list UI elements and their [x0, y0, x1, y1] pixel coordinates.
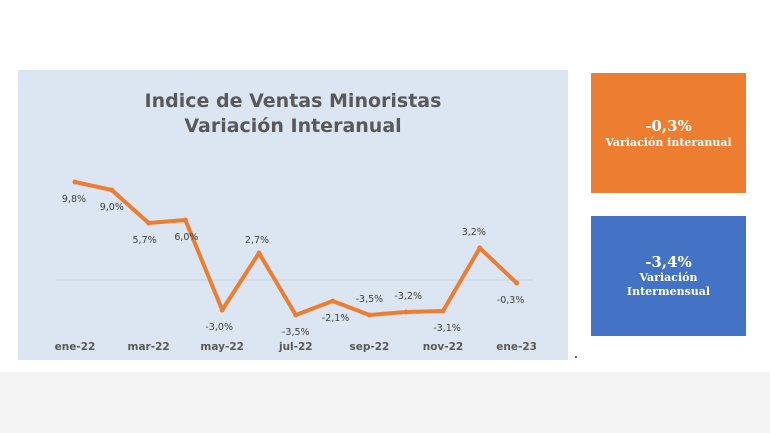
kpi-intermensual-card: -3,4% Variación Intermensual: [591, 216, 746, 336]
retail-sales-chart: Indice de Ventas Minoristas Variación In…: [18, 70, 568, 360]
chart-plot-area: 9,8% 9,0% 5,7% 6,0% -3,0% 2,7% -3,5% -2,1% -3,5%…: [55, 179, 537, 353]
data-point: [72, 179, 78, 185]
series-line: [73, 180, 519, 317]
page-bottom-band: [0, 372, 770, 433]
data-point: [440, 308, 446, 314]
data-label: -3,0%: [205, 322, 233, 333]
kpi-intermensual-label-line2: Intermensual: [626, 285, 711, 298]
data-point: [514, 280, 520, 286]
data-point: [366, 312, 372, 318]
data-label: -3,5%: [282, 327, 310, 338]
chart-title: Indice de Ventas Minoristas: [144, 90, 442, 112]
data-point: [146, 220, 152, 226]
x-tick-label: ene-23: [496, 341, 537, 353]
data-label: -2,1%: [322, 313, 350, 324]
x-tick-label: jul-22: [278, 341, 313, 353]
decorative-dot: [575, 356, 577, 358]
kpi-interanual-card: -0,3% Variación interanual: [591, 73, 746, 193]
x-tick-label: nov-22: [423, 341, 464, 353]
kpi-interanual-label: Variación interanual: [605, 135, 732, 149]
kpi-intermensual-value: -3,4%: [645, 253, 692, 271]
data-point: [256, 250, 262, 256]
data-point: [330, 298, 336, 304]
data-point: [403, 309, 409, 315]
data-label: 2,7%: [245, 235, 269, 246]
data-point: [182, 217, 188, 223]
x-tick-label: mar-22: [128, 341, 170, 353]
data-point: [293, 312, 299, 318]
data-point: [109, 187, 115, 193]
page-top-band: [0, 0, 770, 60]
data-label: -3,2%: [394, 291, 422, 302]
chart-subtitle: Variación Interanual: [184, 115, 402, 137]
data-point: [477, 245, 483, 251]
data-label: 3,2%: [462, 227, 486, 238]
x-tick-label: ene-22: [55, 341, 96, 353]
x-tick-label: sep-22: [349, 341, 389, 353]
data-label: 5,7%: [133, 235, 157, 246]
data-label: 6,0%: [174, 232, 198, 243]
kpi-interanual-value: -0,3%: [645, 116, 692, 135]
data-point: [219, 307, 225, 313]
data-label: 9,8%: [62, 194, 86, 205]
x-tick-label: may-22: [200, 341, 244, 353]
kpi-intermensual-label-line1: Variación: [639, 271, 698, 284]
data-label: -3,5%: [356, 294, 384, 305]
data-label: -3,1%: [433, 323, 461, 334]
data-label: -0,3%: [497, 295, 525, 306]
data-label: 9,0%: [100, 202, 124, 213]
